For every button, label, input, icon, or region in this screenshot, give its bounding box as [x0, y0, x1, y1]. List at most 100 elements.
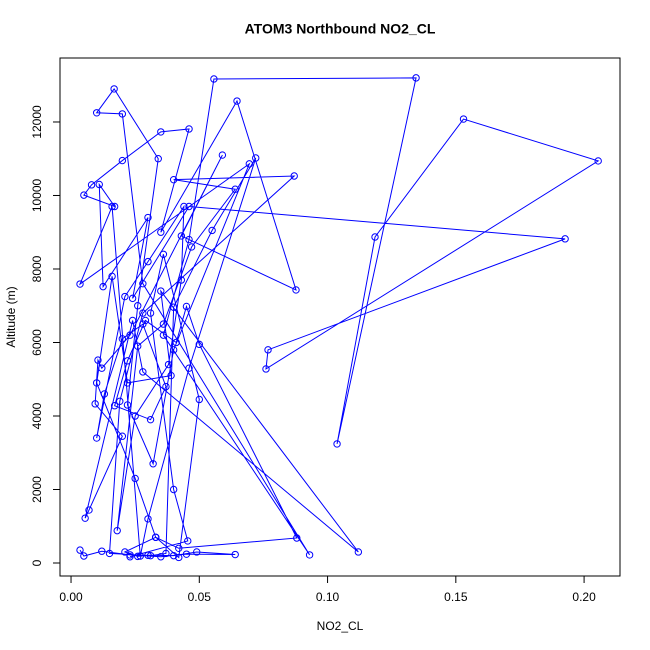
data-point	[185, 125, 193, 133]
data-point	[157, 128, 165, 136]
data-point	[134, 302, 142, 310]
data-point	[116, 397, 124, 405]
data-point	[146, 551, 155, 560]
data-point	[182, 550, 191, 558]
data-point	[149, 460, 157, 468]
data-point	[162, 382, 170, 391]
data-point	[139, 309, 147, 317]
chart-title: ATOM3 Northbound NO2_CL	[245, 21, 436, 37]
data-point	[131, 474, 139, 483]
data-point	[76, 546, 84, 554]
data-point	[123, 379, 132, 387]
y-tick-label: 10000	[30, 178, 44, 212]
data-point	[100, 390, 109, 398]
y-axis-label: Altitude (m)	[4, 286, 18, 347]
data-point	[144, 257, 152, 266]
data-point	[164, 360, 173, 369]
data-point	[180, 202, 188, 211]
data-point	[208, 226, 216, 235]
data-point	[154, 155, 162, 163]
data-point	[139, 320, 147, 328]
data-point	[162, 549, 170, 558]
data-point	[290, 172, 298, 180]
data-point	[108, 202, 116, 211]
data-point	[139, 368, 147, 376]
data-point	[262, 365, 270, 373]
data-point	[177, 232, 186, 240]
data-point	[412, 74, 420, 82]
data-point	[231, 185, 239, 193]
data-point	[264, 346, 272, 354]
data-point	[195, 395, 203, 404]
data-point	[175, 544, 183, 552]
data-point	[92, 379, 101, 387]
plot-box	[59, 57, 621, 577]
x-tick-label: 0.15	[444, 590, 468, 604]
y-tick-label: 2000	[30, 476, 44, 503]
data-point	[146, 309, 155, 317]
data-point	[185, 202, 193, 211]
data-point	[99, 282, 107, 291]
data-point	[144, 213, 152, 222]
data-point	[293, 534, 301, 542]
data-point	[169, 485, 178, 494]
data-point	[187, 243, 196, 251]
data-point	[169, 551, 178, 560]
data-point	[136, 552, 144, 560]
data-point	[131, 412, 139, 420]
data-point	[126, 331, 134, 339]
data-point	[110, 85, 118, 93]
y-tick-label: 4000	[30, 402, 44, 429]
data-point	[210, 75, 218, 83]
data-point	[305, 551, 314, 559]
data-point	[159, 250, 168, 258]
data-point	[252, 154, 260, 162]
data-point	[157, 287, 165, 295]
data-point	[561, 235, 569, 243]
data-point	[159, 331, 168, 339]
data-point	[126, 553, 134, 561]
data-point	[144, 551, 152, 559]
y-tick-label: 0	[30, 559, 44, 566]
data-point	[98, 547, 106, 555]
data-point	[95, 180, 103, 189]
data-point	[169, 175, 178, 184]
data-point	[92, 109, 101, 117]
data-point	[169, 303, 178, 311]
data-point	[245, 160, 254, 168]
y-tick-label: 6000	[30, 329, 44, 356]
y-tick-label: 12000	[30, 105, 44, 139]
data-point	[231, 550, 239, 559]
data-point	[80, 552, 88, 560]
data-point	[128, 294, 137, 303]
data-point	[185, 364, 193, 372]
data-point	[113, 526, 121, 535]
data-point	[76, 280, 84, 288]
data-point	[118, 110, 127, 118]
data-point	[110, 401, 119, 410]
data-point	[146, 415, 155, 424]
data-point	[134, 342, 142, 350]
data-point	[157, 228, 165, 236]
data-point	[594, 157, 602, 165]
data-point	[141, 316, 150, 325]
x-tick-label: 0.00	[59, 590, 83, 604]
data-point	[108, 272, 116, 281]
x-tick-label: 0.20	[572, 590, 596, 604]
data-point	[195, 340, 203, 349]
data-point	[134, 552, 142, 561]
data-point	[169, 346, 178, 354]
data-point	[144, 515, 152, 523]
data-point	[121, 548, 129, 556]
data-point	[185, 235, 193, 244]
data-point	[110, 202, 119, 211]
data-point	[105, 549, 114, 558]
data-point	[292, 286, 300, 294]
data-point	[91, 400, 99, 408]
data-point	[151, 533, 160, 541]
data-point	[118, 335, 127, 343]
x-axis-label: NO2_CL	[317, 619, 364, 633]
data-point	[218, 151, 227, 159]
data-point	[139, 279, 147, 288]
data-point	[233, 97, 241, 105]
